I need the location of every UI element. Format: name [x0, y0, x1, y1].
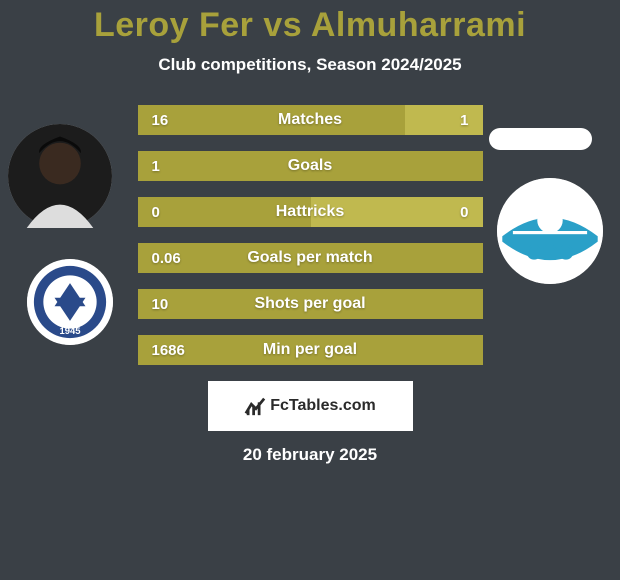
club-left-badge: 1945 — [27, 259, 113, 345]
brand-text: FcTables.com — [270, 397, 376, 415]
stat-row: 161Matches — [138, 105, 483, 135]
page-title: Leroy Fer vs Almuharrami — [0, 0, 620, 45]
stat-bar-right: 0 — [311, 197, 483, 227]
stat-value-left: 0.06 — [152, 250, 181, 267]
player-left-avatar — [8, 124, 112, 228]
brand-box: FcTables.com — [208, 381, 413, 431]
stat-value-right: 1 — [460, 112, 468, 129]
bars-container: 161Matches1Goals00Hattricks0.06Goals per… — [138, 105, 483, 365]
stat-value-left: 1686 — [152, 342, 185, 359]
stat-bar-left: 10 — [138, 289, 483, 319]
player-right-pill — [489, 128, 592, 150]
stat-row: 1686Min per goal — [138, 335, 483, 365]
stat-value-right: 0 — [460, 204, 468, 221]
stat-value-left: 1 — [152, 158, 160, 175]
stat-value-left: 16 — [152, 112, 169, 129]
stat-row: 10Shots per goal — [138, 289, 483, 319]
stat-bar-left: 1686 — [138, 335, 483, 365]
club-right-badge — [497, 178, 603, 284]
svg-text:1945: 1945 — [59, 326, 80, 337]
stat-bar-left: 1 — [138, 151, 483, 181]
stat-bar-left: 16 — [138, 105, 405, 135]
stat-value-left: 10 — [152, 296, 169, 313]
stat-row: 1Goals — [138, 151, 483, 181]
date-text: 20 february 2025 — [0, 445, 620, 465]
subtitle: Club competitions, Season 2024/2025 — [0, 55, 620, 75]
stat-value-left: 0 — [152, 204, 160, 221]
stat-bar-left: 0.06 — [138, 243, 483, 273]
stat-bar-right: 1 — [405, 105, 483, 135]
stat-row: 00Hattricks — [138, 197, 483, 227]
stat-row: 0.06Goals per match — [138, 243, 483, 273]
stat-bar-left: 0 — [138, 197, 311, 227]
brand-logo-icon — [244, 395, 266, 417]
